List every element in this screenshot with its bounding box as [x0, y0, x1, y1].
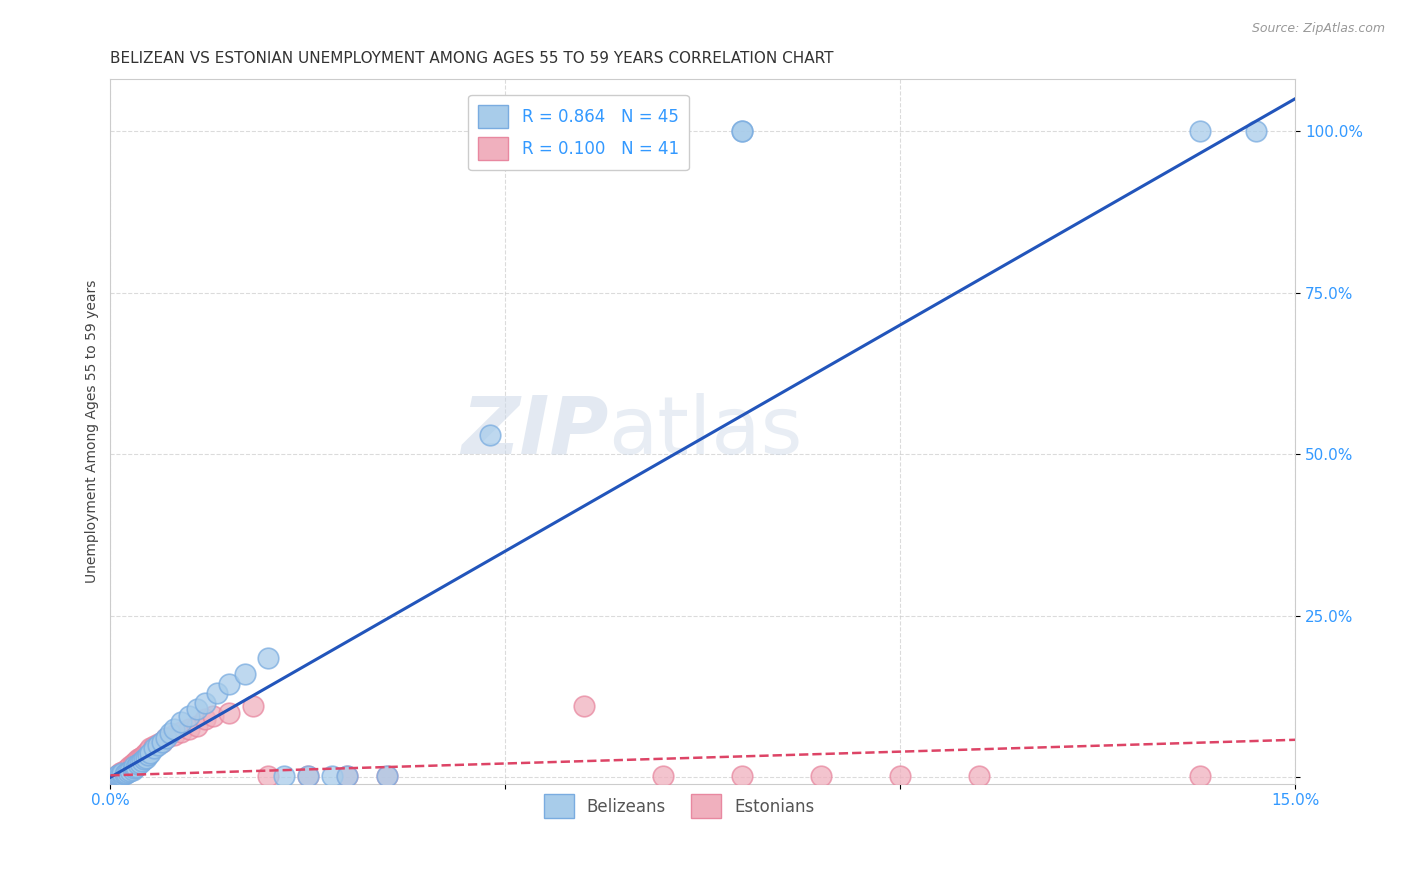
Point [121, 757, 143, 772]
Point [150, 735, 173, 749]
Point [135, 746, 157, 760]
Point [111, 766, 134, 780]
Point [1189, 124, 1212, 138]
Point [810, 769, 832, 783]
Point [218, 706, 240, 720]
Point [336, 769, 359, 783]
Point [336, 769, 359, 783]
Point [115, 766, 138, 780]
Point [122, 758, 145, 772]
Point [107, 767, 129, 781]
Point [136, 744, 159, 758]
Point [574, 124, 596, 138]
Point [139, 746, 162, 760]
Point [125, 754, 148, 768]
Point [233, 666, 256, 681]
Point [108, 766, 131, 780]
Point [146, 737, 169, 751]
Point [731, 124, 754, 138]
Point [375, 769, 398, 783]
Point [127, 757, 149, 772]
Point [139, 741, 162, 756]
Point [107, 768, 129, 782]
Point [132, 747, 155, 762]
Point [122, 761, 145, 775]
Point [127, 752, 149, 766]
Y-axis label: Unemployment Among Ages 55 to 59 years: Unemployment Among Ages 55 to 59 years [86, 280, 100, 583]
Point [136, 747, 159, 762]
Point [108, 768, 131, 782]
Point [111, 765, 134, 780]
Point [114, 767, 136, 781]
Point [297, 769, 319, 783]
Text: Source: ZipAtlas.com: Source: ZipAtlas.com [1251, 22, 1385, 36]
Point [321, 769, 343, 783]
Point [574, 699, 596, 714]
Point [194, 712, 217, 726]
Point [257, 769, 280, 783]
Point [202, 709, 225, 723]
Point [731, 124, 754, 138]
Text: ZIP: ZIP [461, 392, 607, 471]
Point [967, 769, 990, 783]
Point [115, 763, 138, 777]
Point [478, 427, 501, 442]
Point [205, 686, 228, 700]
Legend: Belizeans, Estonians: Belizeans, Estonians [537, 788, 821, 825]
Point [105, 769, 128, 783]
Point [129, 756, 152, 770]
Point [242, 699, 264, 714]
Point [1189, 769, 1212, 783]
Point [122, 756, 145, 770]
Point [135, 751, 157, 765]
Point [105, 769, 128, 783]
Text: atlas: atlas [607, 392, 803, 471]
Point [125, 760, 148, 774]
Point [131, 749, 153, 764]
Point [159, 726, 181, 740]
Point [162, 722, 184, 736]
Point [179, 722, 201, 736]
Point [117, 761, 139, 775]
Point [155, 731, 177, 746]
Point [652, 769, 675, 783]
Point [186, 702, 208, 716]
Point [146, 738, 169, 752]
Point [120, 764, 142, 778]
Point [731, 769, 754, 783]
Point [114, 764, 136, 778]
Point [142, 741, 165, 756]
Point [889, 769, 911, 783]
Point [162, 728, 184, 742]
Point [132, 752, 155, 766]
Point [257, 650, 280, 665]
Point [179, 709, 201, 723]
Point [150, 735, 173, 749]
Point [120, 758, 142, 772]
Text: BELIZEAN VS ESTONIAN UNEMPLOYMENT AMONG AGES 55 TO 59 YEARS CORRELATION CHART: BELIZEAN VS ESTONIAN UNEMPLOYMENT AMONG … [111, 51, 834, 66]
Point [121, 763, 143, 777]
Point [194, 696, 217, 710]
Point [117, 765, 139, 780]
Point [170, 725, 193, 739]
Point [142, 739, 165, 754]
Point [218, 676, 240, 690]
Point [273, 769, 295, 783]
Point [375, 769, 398, 783]
Point [170, 715, 193, 730]
Point [111, 767, 134, 781]
Point [1244, 124, 1267, 138]
Point [297, 769, 319, 783]
Point [129, 751, 152, 765]
Point [155, 731, 177, 746]
Point [131, 754, 153, 768]
Point [186, 718, 208, 732]
